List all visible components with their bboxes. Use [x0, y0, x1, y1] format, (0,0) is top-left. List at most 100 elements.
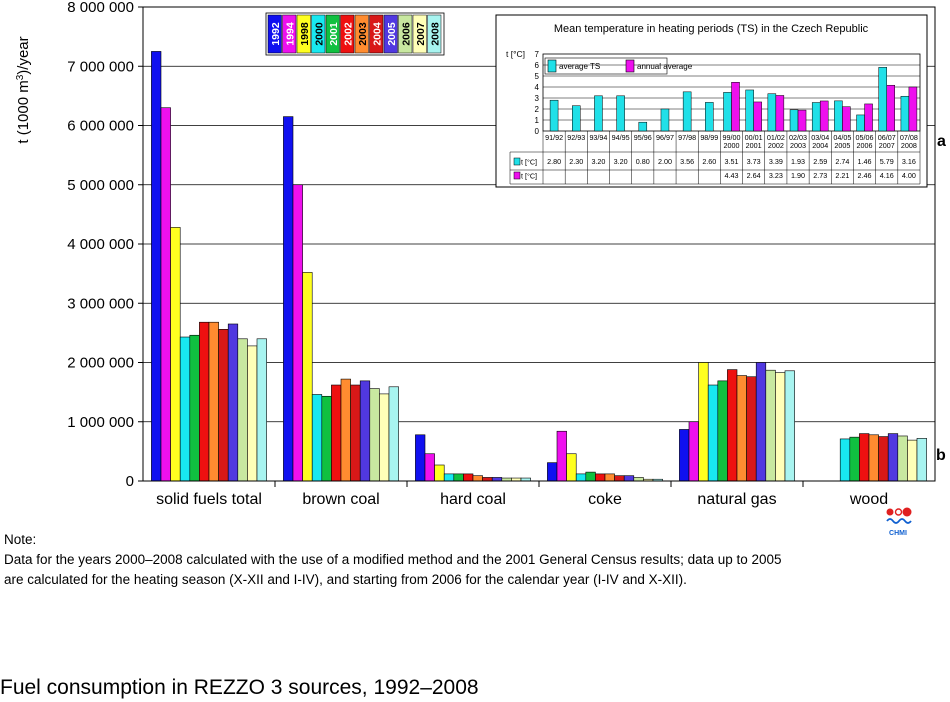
- bar-2006: [633, 477, 644, 482]
- inset-table-swatch: [513, 157, 521, 166]
- inset-table-value: 2.30: [569, 157, 583, 166]
- inset-y-tick-label: 3: [535, 94, 540, 103]
- bar-2007: [379, 393, 390, 482]
- bar-2003: [472, 475, 483, 482]
- inset-category-label: 04/05: [833, 133, 851, 142]
- bar-1994: [424, 453, 435, 482]
- y-tick-label: 5 000 000: [67, 177, 134, 194]
- category-label: hard coal: [440, 491, 506, 508]
- legend-swatch-2003: [354, 14, 369, 54]
- inset-y-tick-label: 6: [535, 61, 540, 70]
- inset-table-swatch: [513, 171, 521, 180]
- category-label: natural gas: [697, 491, 776, 508]
- bar-2006: [369, 388, 380, 482]
- inset-category-label: 96/97: [656, 133, 674, 142]
- inset-bar-average-ts: [572, 105, 581, 132]
- inset-legend-swatch: [547, 59, 557, 73]
- inset-table-value: 3.56: [680, 157, 694, 166]
- bar-2003: [736, 375, 747, 482]
- bar-2005: [623, 475, 635, 482]
- bar-2007: [247, 345, 258, 482]
- inset-table-value: 3.16: [902, 157, 916, 166]
- inset-bar-average-ts: [745, 89, 754, 132]
- inset-y-tick-label: 5: [535, 72, 540, 81]
- bar-2000: [575, 473, 587, 482]
- inset-table-value: 2.73: [813, 171, 827, 180]
- legend-swatch-2000: [311, 14, 326, 54]
- bar-2000: [839, 438, 851, 482]
- inset-category-label: 2007: [879, 141, 895, 150]
- logo-wave: [886, 518, 912, 524]
- bar-2001: [717, 380, 728, 482]
- inset-category-label: 91/92: [545, 133, 563, 142]
- bar-2008: [256, 338, 267, 482]
- bar-2006: [897, 435, 908, 482]
- category-label: coke: [588, 491, 622, 508]
- inset-table-value: 2.46: [858, 171, 872, 180]
- inset-table-value: 1.46: [858, 157, 872, 166]
- legend-label: 2000: [313, 22, 325, 46]
- inset-bar-annual-average: [731, 82, 740, 132]
- category-label: solid fuels total: [156, 491, 262, 508]
- inset-category-label: 05/06: [856, 133, 874, 142]
- bar-1992: [283, 116, 294, 482]
- bar-2002: [331, 384, 342, 482]
- inset-bar-average-ts: [705, 102, 714, 132]
- legend-label: 1992: [270, 22, 282, 46]
- inset-table-value: 4.16: [880, 171, 894, 180]
- inset-table-value: 4.43: [725, 171, 739, 180]
- legend-swatch-2007: [412, 14, 427, 54]
- bar-2008: [388, 386, 399, 482]
- side-labels: ab: [936, 133, 946, 464]
- inset-table-value: 2.80: [547, 157, 561, 166]
- year-legend: 1992 1994 1998 2000 2001 2002 2003 2004 2005 2006…: [265, 12, 445, 56]
- bar-2001: [849, 436, 860, 482]
- bar-1992: [415, 434, 426, 482]
- inset-category-label: 92/93: [567, 133, 585, 142]
- inset-bar-annual-average: [753, 101, 762, 132]
- bar-1998: [698, 362, 709, 482]
- page-caption: Fuel consumption in REZZO 3 sources, 199…: [0, 676, 479, 699]
- bar-2002: [727, 369, 738, 482]
- bar-2005: [755, 362, 767, 482]
- side-label-a: a: [937, 133, 946, 150]
- bar-2000: [443, 473, 455, 482]
- inset-table-value: 1.93: [791, 157, 805, 166]
- bar-1998: [170, 227, 181, 482]
- inset-table-value: 1.90: [791, 171, 805, 180]
- fuel-consumption-chart: 0 1 000 000 2 000 000 3 000 000 4 000 000 5 0…: [15, 0, 947, 537]
- note-line-1: Data for the years 2000–2008 calculated …: [4, 552, 782, 567]
- inset-table-value: 3.20: [591, 157, 605, 166]
- y-tick-label: 4 000 000: [67, 236, 134, 253]
- inset-table-value: 2.74: [835, 157, 849, 166]
- inset-y-label: t [°C]: [506, 49, 525, 59]
- bar-2004: [218, 329, 229, 482]
- bar-2008: [916, 438, 927, 482]
- legend-label: 2001: [328, 22, 340, 46]
- inset-bar-average-ts: [660, 108, 670, 132]
- inset-bar-average-ts: [616, 95, 625, 132]
- inset-bar-annual-average: [864, 103, 873, 132]
- inset-legend-frame: [544, 57, 668, 75]
- bar-2002: [595, 473, 606, 482]
- bar-1998: [434, 464, 445, 482]
- inset-legend-label: annual average: [637, 62, 693, 71]
- chmi-logo: CHMI: [886, 507, 912, 537]
- inset-category-label: 2001: [746, 141, 762, 150]
- bar-2004: [746, 376, 757, 482]
- inset-table-value: 3.51: [725, 157, 739, 166]
- inset-category-label: 2005: [834, 141, 850, 150]
- inset-y-tick-label: 1: [535, 116, 540, 125]
- bar-2005: [359, 380, 371, 482]
- inset-table-value: 5.79: [880, 157, 894, 166]
- bar-2005: [887, 433, 899, 482]
- bar-2001: [585, 471, 596, 482]
- inset-bar-annual-average: [775, 95, 785, 132]
- inset-category-label: 2008: [901, 141, 917, 150]
- inset-table-value: 2.60: [702, 157, 716, 166]
- legend-swatch-1998: [296, 14, 311, 54]
- inset-category-label: 02/03: [789, 133, 807, 142]
- legend-label: 2003: [357, 22, 369, 46]
- legend-swatch-2001: [325, 14, 340, 54]
- bar-1998: [566, 453, 577, 482]
